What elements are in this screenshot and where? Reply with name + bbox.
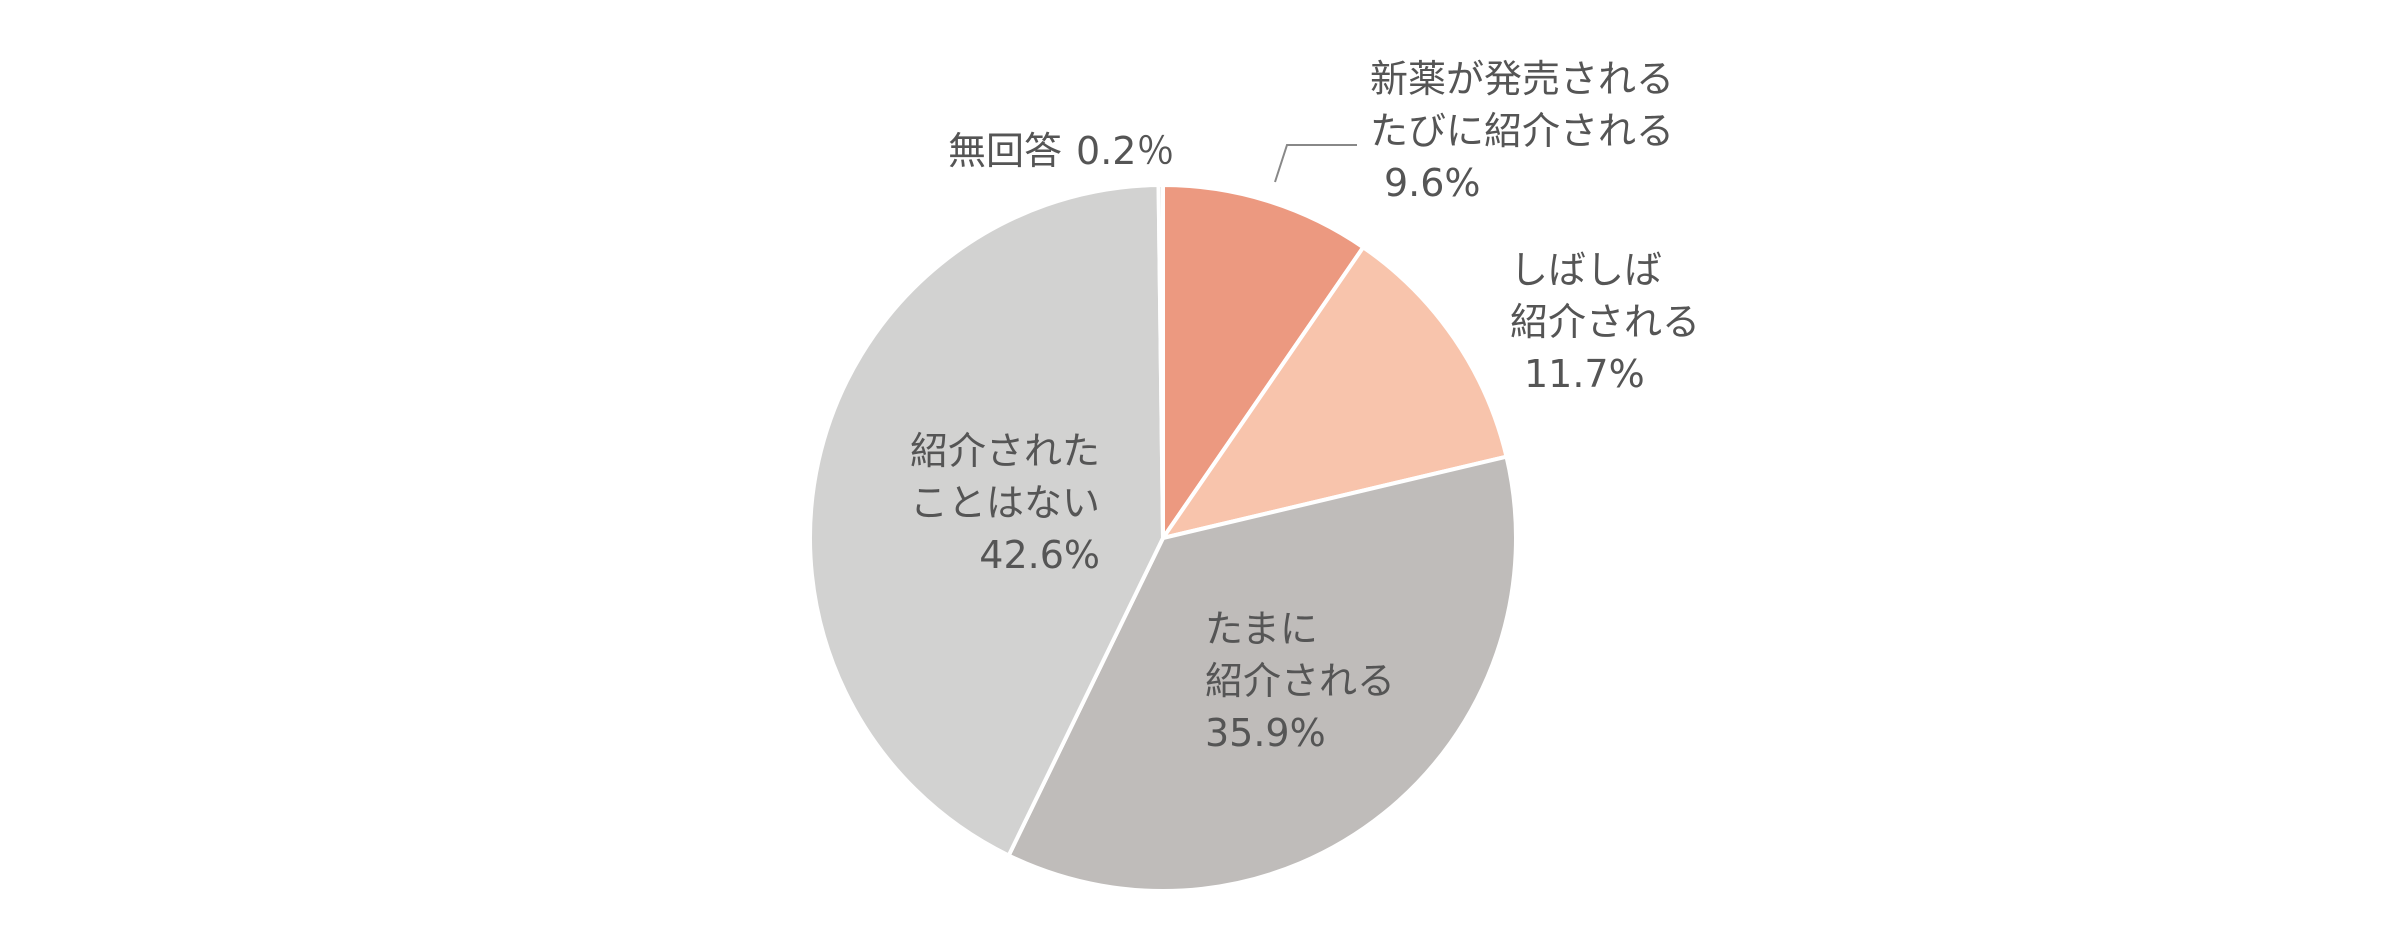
- slice-category-label: 紹介された: [910, 429, 1100, 473]
- slice-value-label: 35.9%: [1205, 711, 1326, 755]
- slice-category-label: 無回答: [948, 129, 1062, 173]
- slice-label-5: 無回答 0.2％: [948, 129, 1174, 173]
- slice-value-label: 9.6%: [1384, 161, 1481, 205]
- slice-value-label: 11.7%: [1524, 352, 1645, 396]
- slice-category-label: たまに: [1205, 607, 1318, 651]
- pie-labels: 新薬が発売されるたびに紹介される 9.6%しばしば紹介される 11.7%たまに紹介さ…: [910, 57, 1700, 755]
- leader-lines: [1274, 144, 1357, 183]
- slice-value-label: 0.2％: [1076, 129, 1174, 173]
- slice-label-4: 紹介されたことはない 42.6%: [910, 429, 1100, 577]
- pie-slice-4: [808, 183, 1165, 858]
- slice-value-label: 42.6%: [979, 533, 1100, 577]
- slice-label-3: たまに紹介される 35.9%: [1205, 607, 1395, 755]
- pie-slices: [808, 183, 1518, 893]
- slice-label-1: 新薬が発売されるたびに紹介される 9.6%: [1370, 57, 1674, 205]
- pie-slice-1: [1161, 183, 1366, 540]
- slice-category-label: しばしば: [1510, 248, 1662, 292]
- slice-category-label: 紹介される: [1205, 659, 1395, 703]
- slice-category-label: ことはない: [910, 481, 1100, 525]
- pie-slice-2: [1161, 245, 1509, 540]
- slice-category-label: 新薬が発売される: [1370, 57, 1674, 101]
- slice-label-2: しばしば紹介される 11.7%: [1510, 248, 1700, 396]
- leader-line-1: [1274, 144, 1357, 183]
- slice-category-label: たびに紹介される: [1370, 109, 1674, 153]
- pie-slice-3: [1006, 454, 1518, 893]
- slice-category-label: 紹介される: [1510, 300, 1700, 344]
- pie-slice-5: [1156, 183, 1165, 540]
